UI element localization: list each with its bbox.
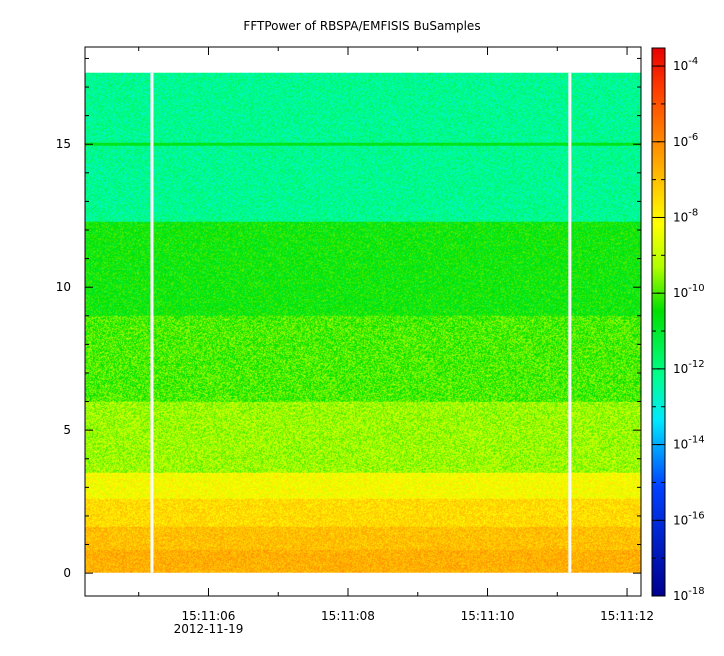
y-tick-label: 15 — [56, 137, 71, 151]
spectrogram-image — [85, 72, 641, 573]
colorbar-gradient — [651, 47, 666, 597]
plot-frame — [84, 46, 642, 597]
x-tick-label: 15:11:10 — [461, 609, 515, 623]
chart-title: FFTPower of RBSPA/EMFISIS BuSamples — [243, 19, 480, 33]
colorbar-tick-label: 10-6 — [673, 132, 698, 149]
y-tick-label: 5 — [63, 423, 71, 437]
data-gaps — [150, 72, 572, 573]
colorbar-tick-label: 10-18 — [673, 586, 705, 603]
colorbar-tick-label: 10-12 — [673, 359, 705, 376]
y-axis: 0 5 10 15 — [56, 57, 641, 580]
x-tick-label: 15:11:08 — [321, 609, 375, 623]
plot-area — [84, 46, 642, 597]
colorbar-tick-label: 10-16 — [673, 510, 705, 527]
colorbar-tick-label: 10-14 — [673, 435, 705, 452]
data-gap-stripe — [150, 72, 154, 573]
x-tick-label: 15:11:12 — [600, 609, 654, 623]
x-tick-date-label: 2012-11-19 — [174, 622, 244, 636]
colorbar-ticks: 10-4 10-6 10-8 10-10 10-12 10-14 10-16 10-18 — [652, 56, 705, 603]
colorbar-tick-label: 10-8 — [673, 207, 698, 224]
data-gap-stripe — [568, 72, 572, 573]
colorbar-tick-label: 10-4 — [673, 56, 698, 73]
colorbar-tick-label: 10-10 — [673, 283, 705, 300]
x-tick-label: 15:11:06 — [182, 609, 236, 623]
y-tick-label: 10 — [56, 280, 71, 294]
colorbar: 10-4 10-6 10-8 10-10 10-12 10-14 10-16 10-18 — [651, 47, 705, 603]
y-tick-label: 0 — [63, 566, 71, 580]
